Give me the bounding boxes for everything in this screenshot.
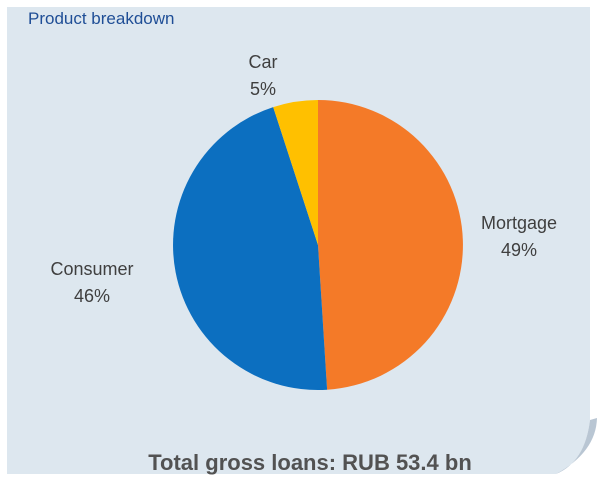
slice-value-consumer: 46% (74, 286, 110, 306)
slice-value-car: 5% (250, 79, 276, 99)
pie-slice-consumer (173, 107, 328, 390)
pie-slice-car (273, 100, 318, 245)
total-gross-loans: Total gross loans: RUB 53.4 bn (148, 450, 472, 475)
panel-fold (556, 418, 597, 474)
slice-label-mortgage: Mortgage (481, 213, 557, 233)
slice-label-car: Car (248, 52, 277, 72)
pie-slice-mortgage (318, 100, 463, 390)
slice-label-consumer: Consumer (50, 259, 133, 279)
slice-value-mortgage: 49% (501, 240, 537, 260)
chart-title: Product breakdown (28, 9, 175, 28)
pie-labels: Mortgage 49% Consumer 46% Car 5% (50, 52, 557, 306)
pie-chart (173, 100, 463, 390)
